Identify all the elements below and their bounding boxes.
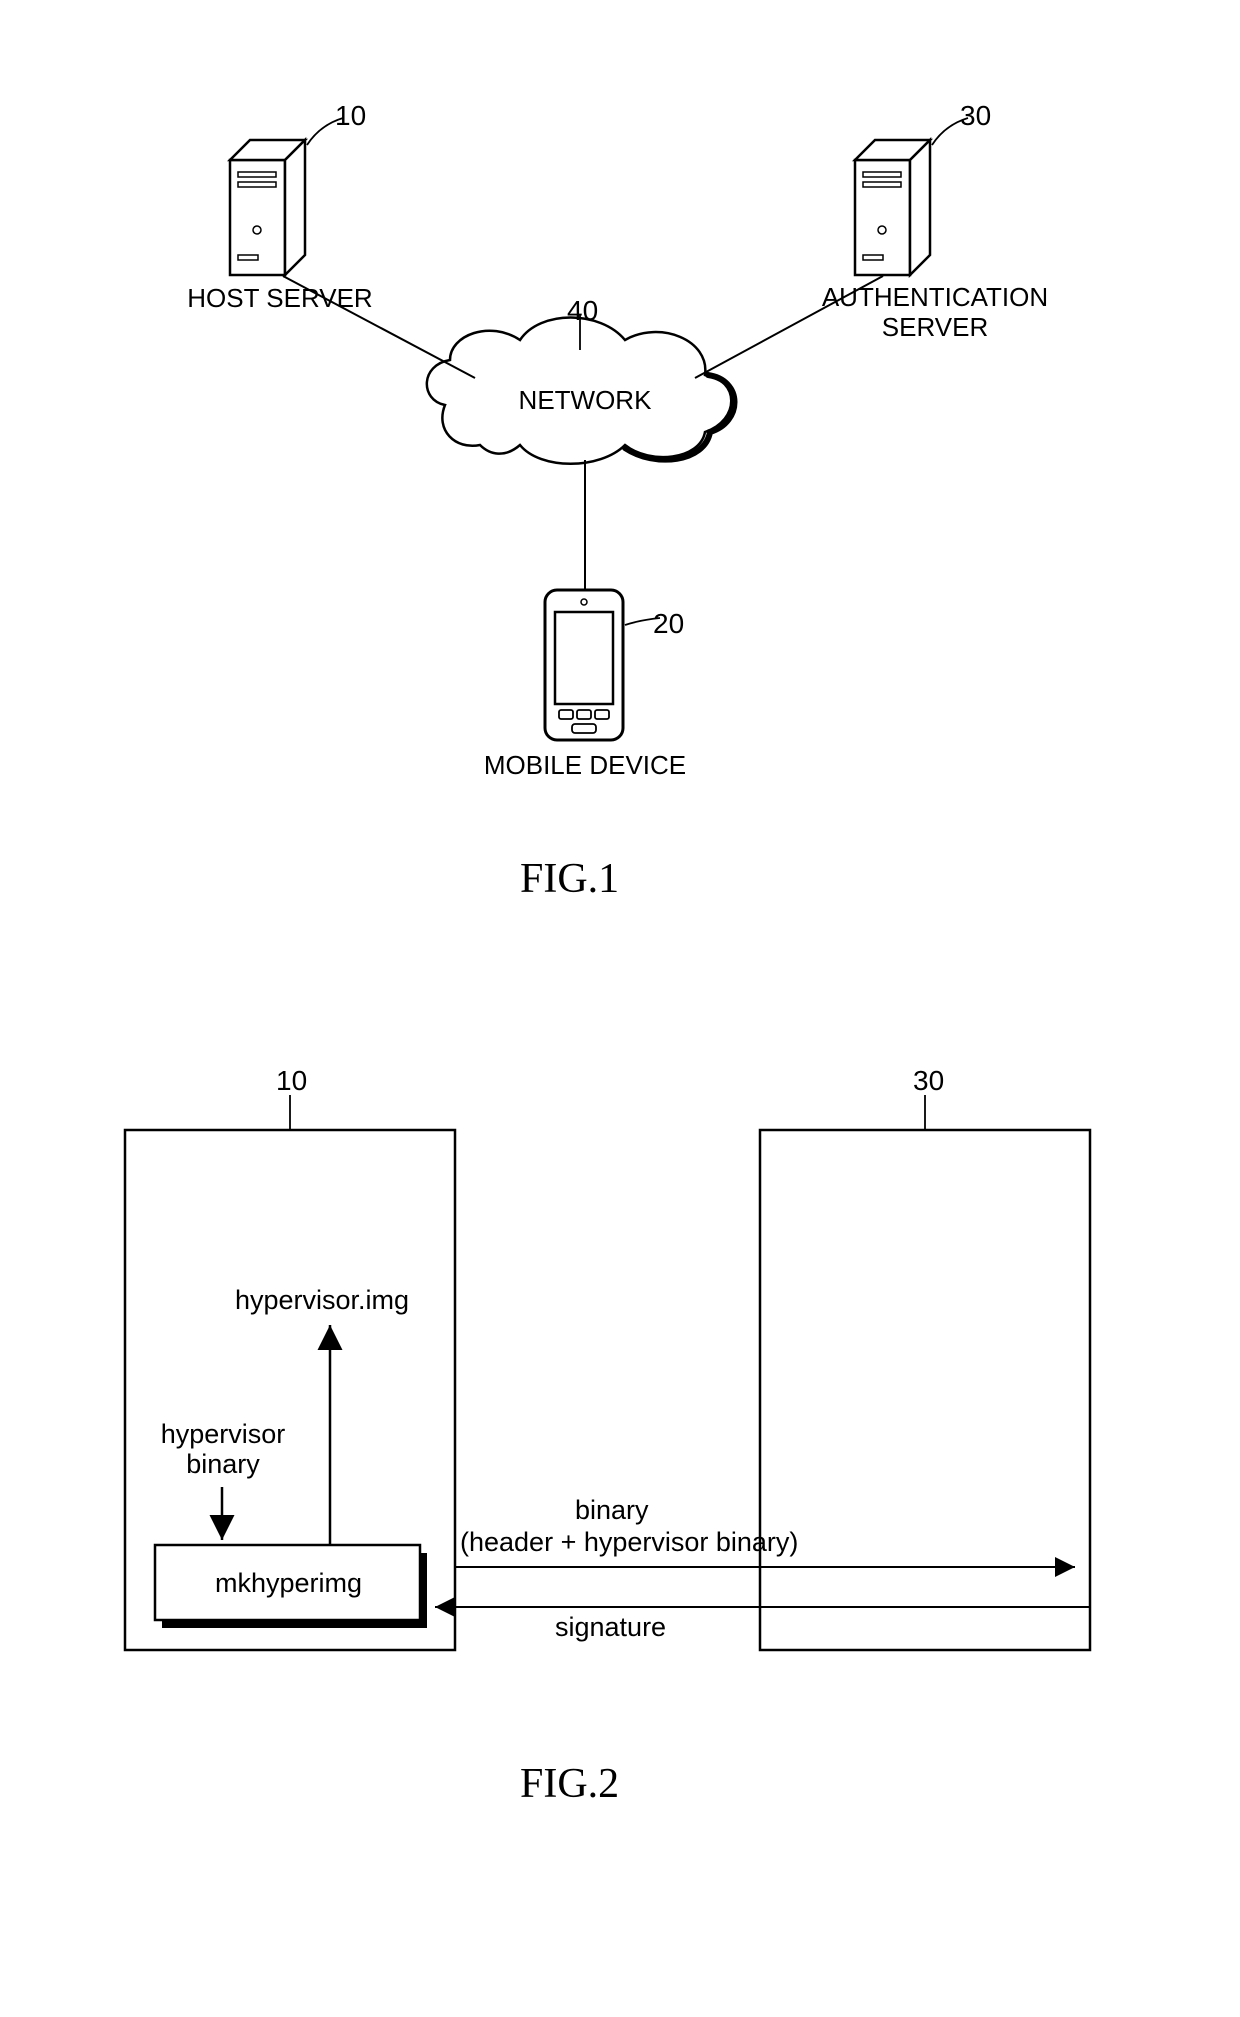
binary-label-line1: binary bbox=[575, 1495, 649, 1526]
hypervisor-binary-label: hypervisorbinary bbox=[158, 1420, 288, 1479]
hypervisor-img-label: hypervisor.img bbox=[235, 1285, 409, 1316]
signature-label: signature bbox=[555, 1612, 666, 1643]
host-server-icon bbox=[230, 140, 305, 275]
network-ref: 40 bbox=[567, 295, 598, 327]
mobile-ref: 20 bbox=[653, 608, 684, 640]
mobile-device-icon bbox=[545, 590, 623, 740]
figure2-title: FIG.2 bbox=[520, 1760, 619, 1808]
diagram-canvas: 10 30 40 20 HOST SERVER AUTHENTICATIONSE… bbox=[0, 0, 1240, 2017]
auth-server-label: AUTHENTICATIONSERVER bbox=[790, 283, 1080, 343]
host-server-ref: 10 bbox=[335, 100, 366, 132]
auth-server-ref: 30 bbox=[960, 100, 991, 132]
binary-label-line2: (header + hypervisor binary) bbox=[460, 1527, 798, 1558]
right-box-ref: 30 bbox=[913, 1065, 944, 1097]
host-server-label: HOST SERVER bbox=[180, 283, 380, 314]
left-box-ref: 10 bbox=[276, 1065, 307, 1097]
right-box bbox=[760, 1130, 1090, 1650]
network-label: NETWORK bbox=[510, 385, 660, 416]
figure1-title: FIG.1 bbox=[520, 855, 619, 903]
mkhyperimg-label: mkhyperimg bbox=[215, 1568, 362, 1599]
mobile-label: MOBILE DEVICE bbox=[470, 750, 700, 781]
auth-server-icon bbox=[855, 140, 930, 275]
